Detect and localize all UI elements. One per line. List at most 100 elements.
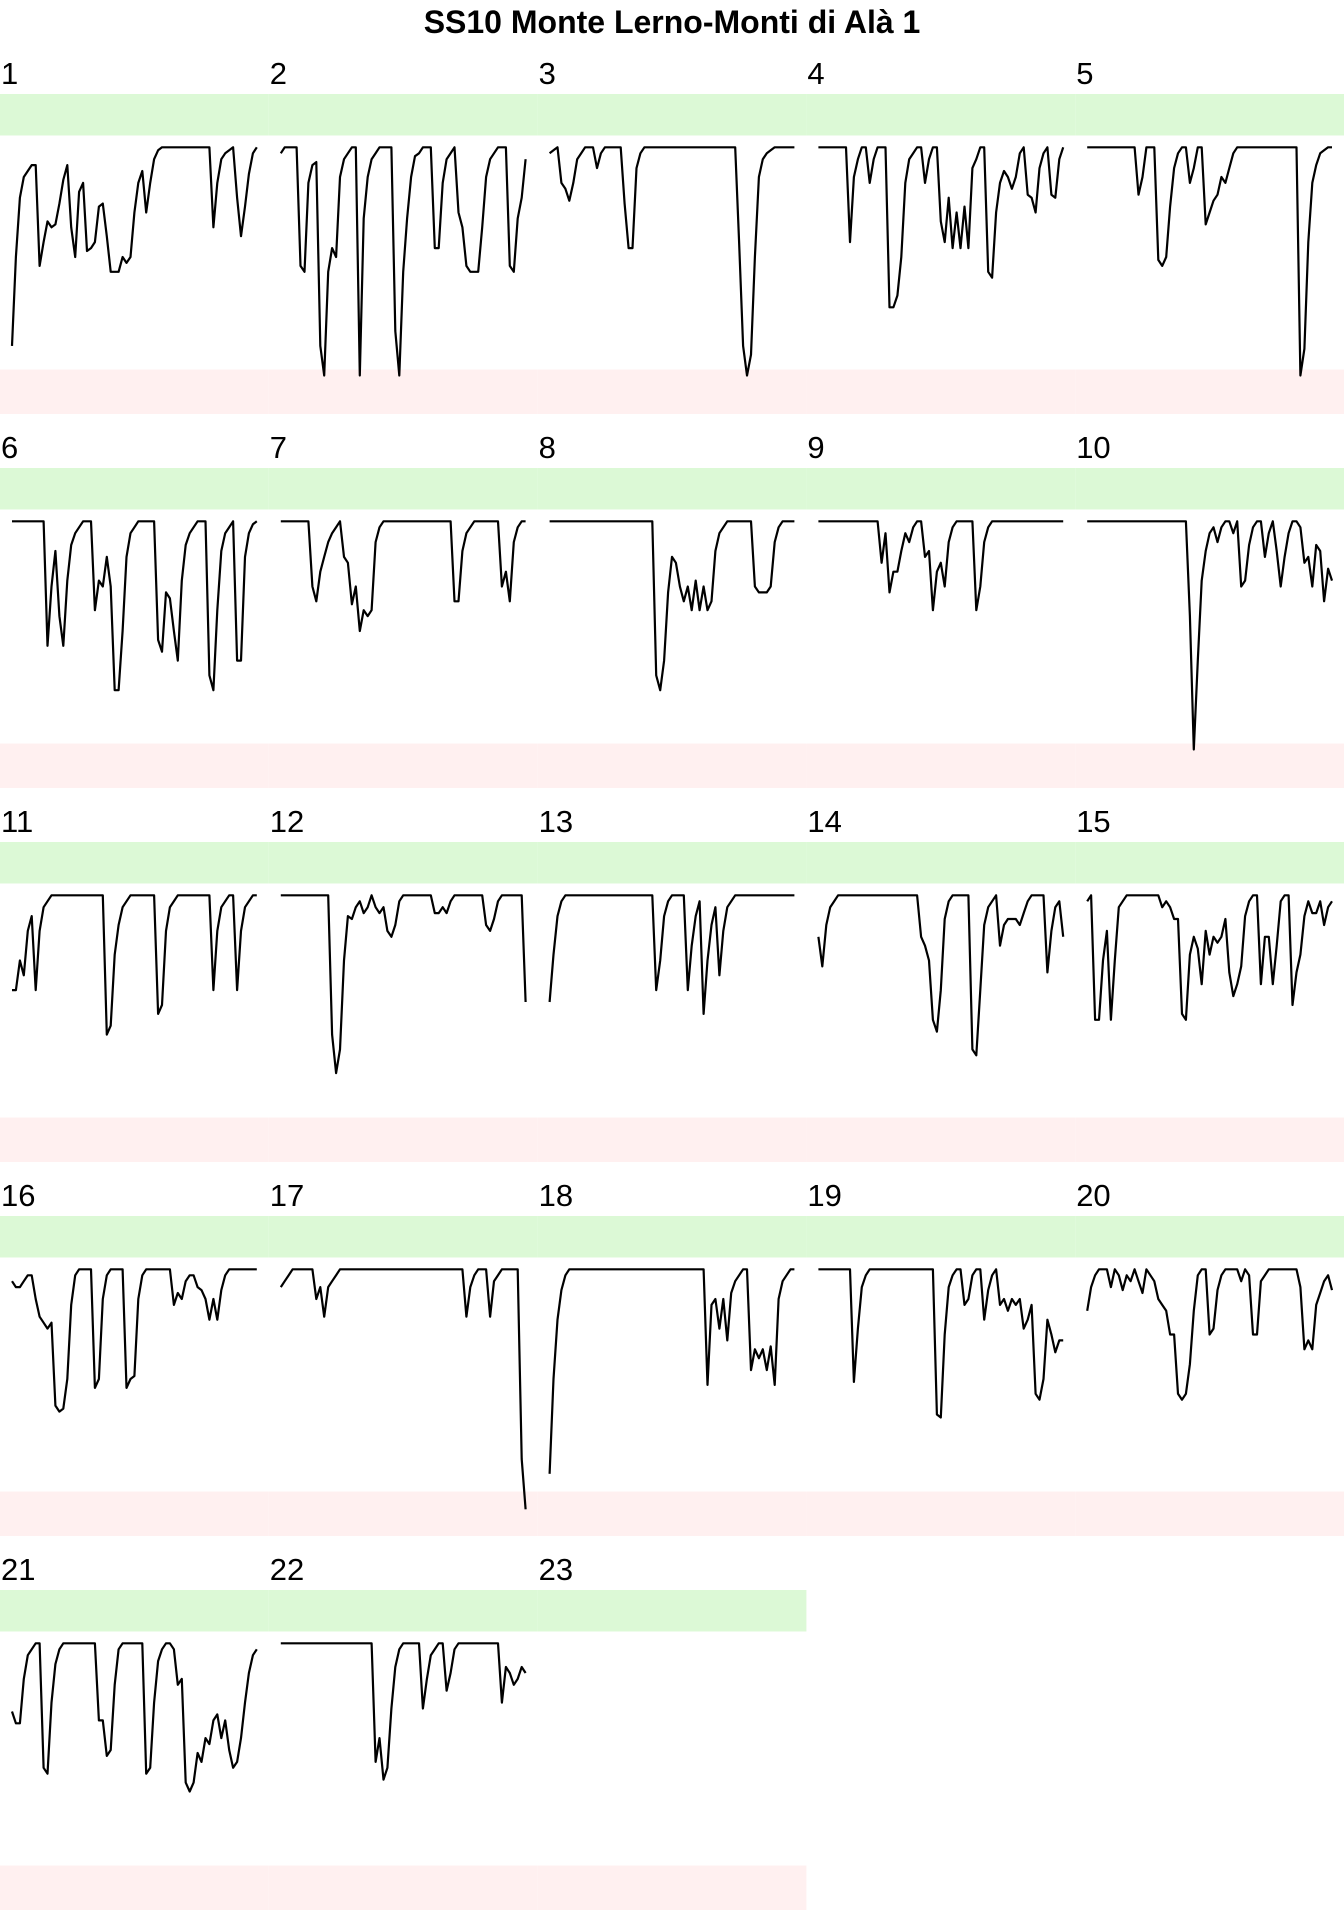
band-high-6 (0, 468, 269, 510)
panel-23: 23 (537, 1552, 807, 1910)
panel-6: 6 (0, 430, 269, 788)
band-high-13 (537, 842, 807, 884)
panel-16: 16 (0, 1178, 269, 1536)
band-high-10 (1075, 468, 1344, 510)
panel-label: 15 (1076, 804, 1110, 839)
band-high-22 (268, 1590, 538, 1632)
band-low-13 (537, 1117, 807, 1162)
band-high-8 (537, 468, 807, 510)
band-low-20 (1075, 1491, 1344, 1536)
series-line-6 (12, 520, 258, 692)
series-line-7 (280, 520, 526, 633)
panel-2: 2 (268, 56, 538, 414)
panel-label: 1 (1, 56, 18, 91)
series-line-4 (818, 146, 1065, 309)
series-line-14 (817, 894, 1065, 1057)
panel-label: 6 (1, 430, 18, 465)
chart-title: SS10 Monte Lerno-Monti di Alà 1 (423, 4, 921, 40)
band-low-2 (268, 369, 538, 414)
band-high-4 (806, 94, 1076, 136)
band-low-10 (1075, 743, 1344, 788)
panel-label: 22 (270, 1552, 304, 1587)
panel-18: 18 (537, 1178, 807, 1536)
series-line-17 (279, 1268, 527, 1510)
panel-8: 8 (537, 430, 807, 788)
series-line-9 (818, 520, 1064, 612)
band-low-12 (268, 1117, 538, 1162)
series-line-11 (12, 894, 257, 1036)
panel-label: 12 (270, 804, 304, 839)
series-line-20 (1086, 1268, 1334, 1401)
series-line-18 (548, 1268, 795, 1474)
panel-15: 15 (1075, 804, 1344, 1162)
panel-label: 11 (1, 804, 33, 839)
band-high-20 (1075, 1216, 1344, 1258)
band-high-11 (0, 842, 269, 884)
panel-label: 8 (539, 430, 556, 465)
band-low-3 (537, 369, 807, 414)
panel-label: 21 (1, 1552, 35, 1587)
series-line-1 (10, 146, 258, 346)
band-low-4 (806, 369, 1076, 414)
series-line-8 (549, 520, 795, 692)
series-line-16 (11, 1268, 257, 1413)
band-high-17 (268, 1216, 538, 1258)
band-low-22 (268, 1865, 538, 1910)
panel-22: 22 (268, 1552, 538, 1910)
band-low-16 (0, 1491, 269, 1536)
band-high-21 (0, 1590, 269, 1632)
band-high-5 (1075, 94, 1344, 136)
panel-19: 19 (806, 1178, 1076, 1536)
series-line-19 (818, 1268, 1064, 1419)
panel-label: 2 (270, 56, 287, 91)
series-line-13 (548, 894, 795, 1016)
band-low-8 (537, 743, 807, 788)
band-high-15 (1075, 842, 1344, 884)
band-high-7 (268, 468, 538, 510)
panel-11: 11 (0, 804, 269, 1162)
panel-label: 16 (1, 1178, 35, 1213)
band-high-2 (268, 94, 538, 136)
panel-9: 9 (806, 430, 1076, 788)
panel-12: 12 (268, 804, 538, 1162)
series-line-12 (280, 894, 527, 1075)
series-line-3 (548, 146, 795, 377)
series-line-10 (1087, 520, 1334, 751)
band-low-9 (806, 743, 1076, 788)
band-low-21 (0, 1865, 269, 1910)
panel-label: 13 (539, 804, 573, 839)
band-high-23 (537, 1590, 807, 1632)
panel-21: 21 (0, 1552, 269, 1910)
panel-label: 10 (1076, 430, 1110, 465)
band-high-12 (268, 842, 538, 884)
panel-10: 10 (1075, 430, 1344, 788)
panel-label: 4 (807, 56, 824, 91)
band-high-1 (0, 94, 269, 136)
band-low-1 (0, 369, 269, 414)
band-low-7 (268, 743, 538, 788)
panel-label: 9 (807, 430, 824, 465)
band-high-16 (0, 1216, 269, 1258)
panel-4: 4 (806, 56, 1076, 414)
panel-3: 3 (537, 56, 807, 414)
panel-label: 3 (539, 56, 556, 91)
band-high-3 (537, 94, 807, 136)
panel-14: 14 (806, 804, 1076, 1162)
panel-label: 7 (270, 430, 287, 465)
panel-label: 18 (539, 1178, 573, 1213)
panel-1: 1 (0, 56, 269, 414)
panel-label: 20 (1076, 1178, 1110, 1213)
band-high-9 (806, 468, 1076, 510)
series-line-15 (1086, 894, 1333, 1021)
band-low-23 (537, 1865, 807, 1910)
band-high-18 (537, 1216, 807, 1258)
panel-label: 5 (1076, 56, 1093, 91)
panel-20: 20 (1075, 1178, 1344, 1536)
series-line-22 (280, 1642, 527, 1781)
panel-label: 23 (539, 1552, 573, 1587)
series-line-5 (1087, 146, 1332, 377)
band-low-15 (1075, 1117, 1344, 1162)
panel-17: 17 (268, 1178, 538, 1536)
panel-label: 17 (270, 1178, 304, 1213)
band-low-6 (0, 743, 269, 788)
